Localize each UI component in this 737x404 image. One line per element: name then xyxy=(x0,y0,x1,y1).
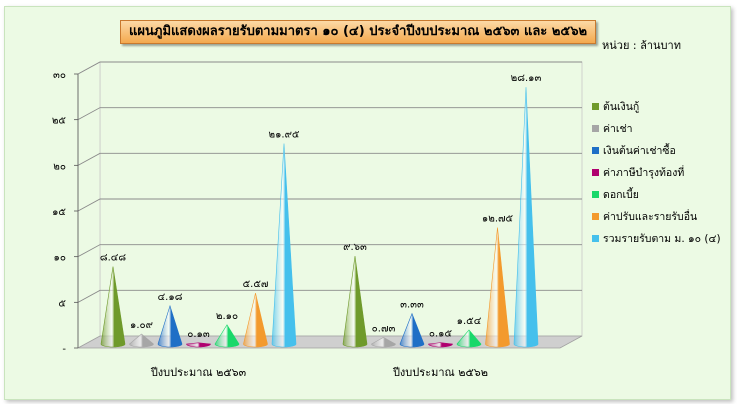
y-tick-label: ๕ xyxy=(58,298,66,309)
data-label: ๘.๔๘ xyxy=(100,253,126,264)
data-label: ๔.๑๘ xyxy=(158,292,183,303)
cone-bar xyxy=(371,336,396,348)
data-label: ๕.๕๗ xyxy=(243,279,269,290)
x-tick-label: ปีงบประมาณ ๒๕๖๓ xyxy=(150,366,246,379)
cone-bar xyxy=(100,266,126,348)
data-label: ๙.๖๓ xyxy=(343,242,367,253)
cone-bar xyxy=(399,312,425,348)
data-label: ๑๒.๗๕ xyxy=(482,214,514,225)
grid-line xyxy=(77,107,582,121)
y-tick-label: - xyxy=(62,344,66,355)
y-tick-label: ๑๕ xyxy=(52,207,66,218)
data-label: ๐.๑๓ xyxy=(187,329,210,340)
legend-label: ค่าปรับและรายรับอื่น xyxy=(603,211,698,223)
data-label: ๓.๓๓ xyxy=(400,300,424,311)
legend-swatch xyxy=(592,213,599,220)
legend-label: ค่าภาษีบำรุงท้องที่ xyxy=(603,167,685,179)
cone-bar xyxy=(129,333,154,348)
data-label: ๑.๐๙ xyxy=(130,320,153,331)
data-label: ๒๑.๙๕ xyxy=(268,130,299,141)
y-axis: - ๕ ๑๐ ๑๕ ๒๐ ๒๕ ๓๐ xyxy=(52,70,79,355)
y-tick-label: ๒๐ xyxy=(53,161,66,172)
cone-bar xyxy=(513,87,539,348)
grid-line xyxy=(77,152,582,166)
unit-label: หน่วย : ล้านบาท xyxy=(602,39,681,52)
legend-swatch xyxy=(592,147,599,154)
grid-line xyxy=(77,61,582,75)
y-tick-label: ๑๐ xyxy=(54,253,66,264)
grid-lines xyxy=(77,61,582,303)
data-label: ๒๘.๑๓ xyxy=(511,73,542,84)
x-tick-label: ปีงบประมาณ ๒๕๖๒ xyxy=(392,366,488,379)
legend-swatch xyxy=(592,125,599,132)
cone-bar xyxy=(342,256,368,348)
cone-bar xyxy=(428,342,453,348)
legend-label: ดอกเบี้ย xyxy=(603,189,639,201)
data-label: ๑.๕๔ xyxy=(457,316,482,327)
legend-swatch xyxy=(592,235,599,242)
value-labels: ๘.๔๘๑.๐๙ ๔.๑๘๐.๑๓ ๒.๑๐ ๕.๕๗ ๒๑.๙๕๙.๖๓๐.๗๓ ๓.๓… xyxy=(100,73,542,340)
legend-swatch xyxy=(592,191,599,198)
cone-series xyxy=(100,87,539,348)
cone-bar xyxy=(271,143,297,348)
grid-line xyxy=(77,289,582,303)
data-label: ๒.๑๐ xyxy=(216,311,238,322)
data-label: ๐.๑๕ xyxy=(429,329,453,340)
cone-bar xyxy=(214,324,240,348)
cone-bar xyxy=(157,304,183,348)
grid-line xyxy=(77,198,582,212)
y-tick-label: ๓๐ xyxy=(53,70,66,81)
legend-swatch xyxy=(592,103,599,110)
legend-label: ต้นเงินกู้ xyxy=(603,101,640,113)
chart-title: แผนภูมิแสดงผลรายรับตามมาตรา ๑๐ (๔) ประจำ… xyxy=(120,20,597,44)
plot-walls xyxy=(77,61,583,349)
data-label: ๐.๗๓ xyxy=(372,323,396,334)
legend-label: เงินต้นค่าเช่าซื้อ xyxy=(603,145,676,157)
y-tick-label: ๒๕ xyxy=(52,116,67,127)
legend-label: ค่าเช่า xyxy=(603,123,633,135)
cone-bar xyxy=(485,227,510,348)
x-axis: ปีงบประมาณ ๒๕๖๓ ปีงบประมาณ ๒๕๖๒ xyxy=(150,366,488,379)
cone-bar xyxy=(456,329,482,348)
legend-label: รวมรายรับตาม ม. ๑๐ (๔) xyxy=(603,233,721,245)
legend-swatch xyxy=(592,169,599,176)
cone-bar xyxy=(243,293,268,348)
cone-bar xyxy=(186,342,211,348)
grid-line xyxy=(77,244,582,258)
